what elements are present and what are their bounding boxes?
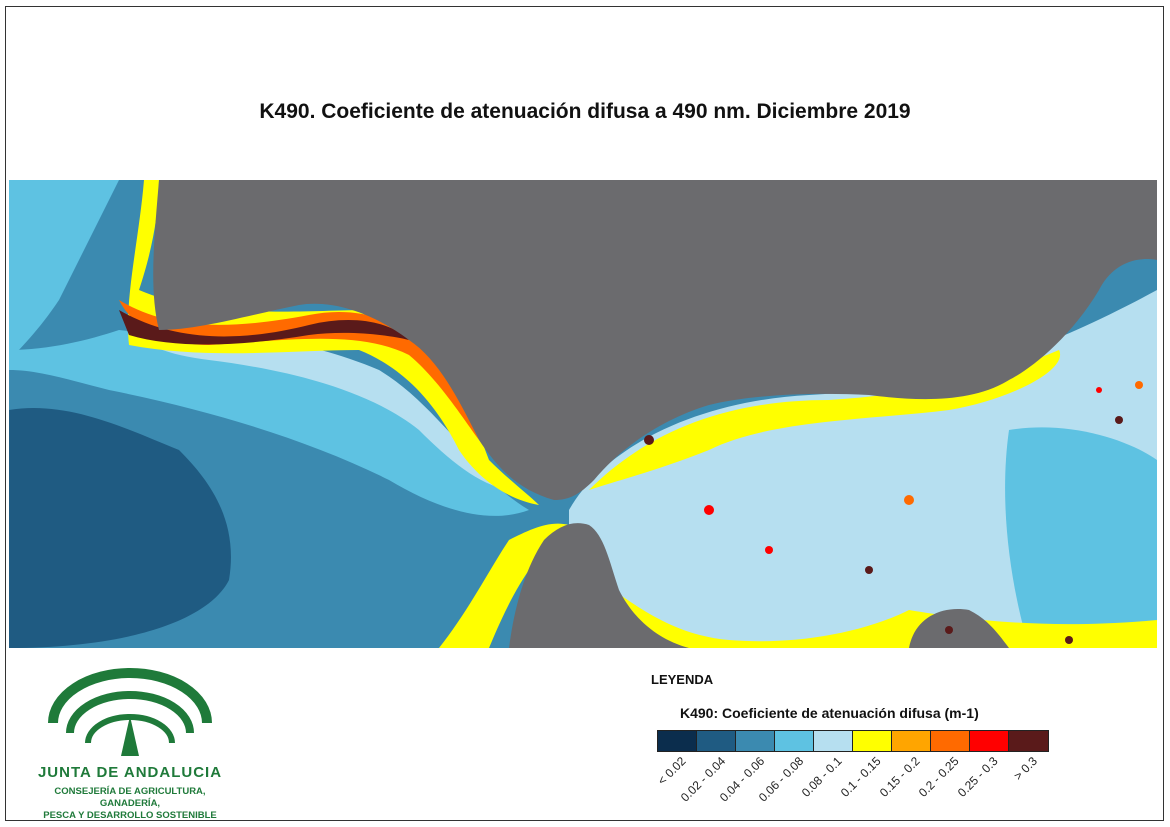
mediterranean-spanish-coast <box>589 350 1061 490</box>
legend-title: K490: Coeficiente de atenuación difusa (… <box>680 705 979 721</box>
legend-swatch <box>853 731 892 751</box>
legend-swatch <box>736 731 775 751</box>
legend-swatch <box>697 731 736 751</box>
land-africa-cape <box>909 609 1009 648</box>
coastal-water-patch <box>9 180 119 360</box>
map-canvas <box>9 180 1157 648</box>
deep-water-patch <box>9 408 231 648</box>
legend-swatch <box>814 731 853 751</box>
atlantic-shelf-water <box>9 330 529 516</box>
page-frame <box>5 6 1164 821</box>
mediterranean-african-coast <box>599 580 1157 648</box>
junta-andalucia-logo: JUNTA DE ANDALUCIA CONSEJERÍA DE AGRICUL… <box>25 668 255 821</box>
legend-label: > 0.3 <box>1010 754 1040 784</box>
k490-map <box>9 180 1157 648</box>
legend-swatch <box>658 731 697 751</box>
legend-label: 0.08 - 0.1 <box>798 754 845 800</box>
legend-heading: LEYENDA <box>651 672 714 687</box>
legend-label: 0.1 - 0.15 <box>837 754 884 800</box>
legend-swatch <box>775 731 814 751</box>
legend-label: 0.2 - 0.25 <box>915 754 962 800</box>
legend-swatch <box>1009 731 1048 751</box>
legend-labels: < 0.02 0.02 - 0.04 0.04 - 0.06 0.06 - 0.08 0… <box>654 754 1057 814</box>
land-africa <box>509 523 689 648</box>
legend-color-bar <box>657 730 1049 752</box>
logo-subtitle: CONSEJERÍA DE AGRICULTURA, GANADERÍA, PE… <box>25 786 235 822</box>
turbidity-spots <box>644 381 1143 644</box>
legend-swatch <box>892 731 931 751</box>
legend-swatch <box>970 731 1009 751</box>
legend-label: 0.15 - 0.2 <box>876 754 923 800</box>
legend-label: 0.25 - 0.3 <box>954 754 1001 800</box>
land-spain <box>153 180 1157 500</box>
map-title: K490. Coeficiente de atenuación difusa a… <box>259 100 911 123</box>
legend-label: < 0.02 <box>654 754 689 788</box>
legend-swatch <box>931 731 970 751</box>
junta-arcs-icon <box>48 668 212 756</box>
logo-subtitle-line2: PESCA Y DESARROLLO SOSTENIBLE <box>43 810 217 821</box>
logo-subtitle-line1: CONSEJERÍA DE AGRICULTURA, GANADERÍA, <box>54 786 206 809</box>
coastal-max-band <box>119 310 409 345</box>
logo-name: JUNTA DE ANDALUCIA <box>37 764 223 781</box>
alboran-east-water <box>1005 427 1157 648</box>
coastal-turbid-band <box>127 180 539 505</box>
